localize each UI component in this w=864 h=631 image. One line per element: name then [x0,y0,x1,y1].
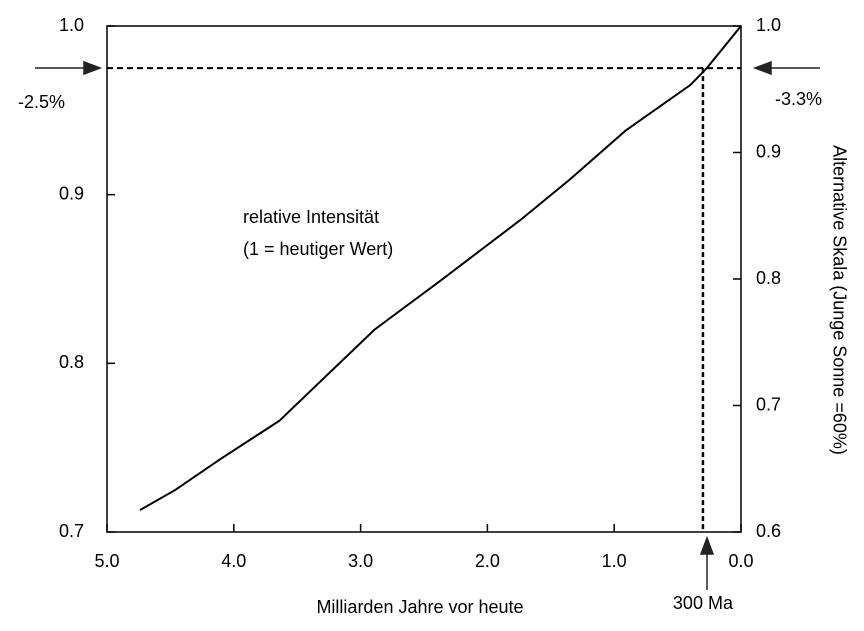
x-tick-label: 5.0 [94,551,119,571]
x-tick-label: 0.0 [728,551,753,571]
x-tick-label: 4.0 [221,551,246,571]
arrow-head [83,60,103,76]
y2-tick-label: 0.6 [756,521,781,541]
arrows [35,60,820,590]
reference-label: -2.5% [18,92,65,112]
y-tick-label: 1.0 [59,15,84,35]
y2-tick-label: 0.7 [756,394,781,414]
x-tick-label: 1.0 [602,551,627,571]
annotation: (1 = heutiger Wert) [243,239,393,259]
arrow-head [699,535,715,555]
y2-tick-label: 0.9 [756,141,781,161]
x-tick-label: 3.0 [348,551,373,571]
y2-tick-label: 0.8 [756,268,781,288]
reference-label: -3.3% [775,89,822,109]
y-tick-label: 0.7 [59,521,84,541]
x-axis-label: Milliarden Jahre vor heute [316,597,523,617]
y2-tick-label: 1.0 [756,15,781,35]
reference-label: 300 Ma [673,593,734,613]
plot-frame [106,25,742,533]
arrow-head [752,60,772,76]
line [139,25,742,511]
y-tick-label: 0.8 [59,352,84,372]
annotation: relative Intensität [243,207,379,227]
y2-axis-label: Alternative Skala (Junge Sonne =60%) [829,145,849,455]
x-tick-label: 2.0 [475,551,500,571]
y-tick-label: 0.9 [59,183,84,203]
